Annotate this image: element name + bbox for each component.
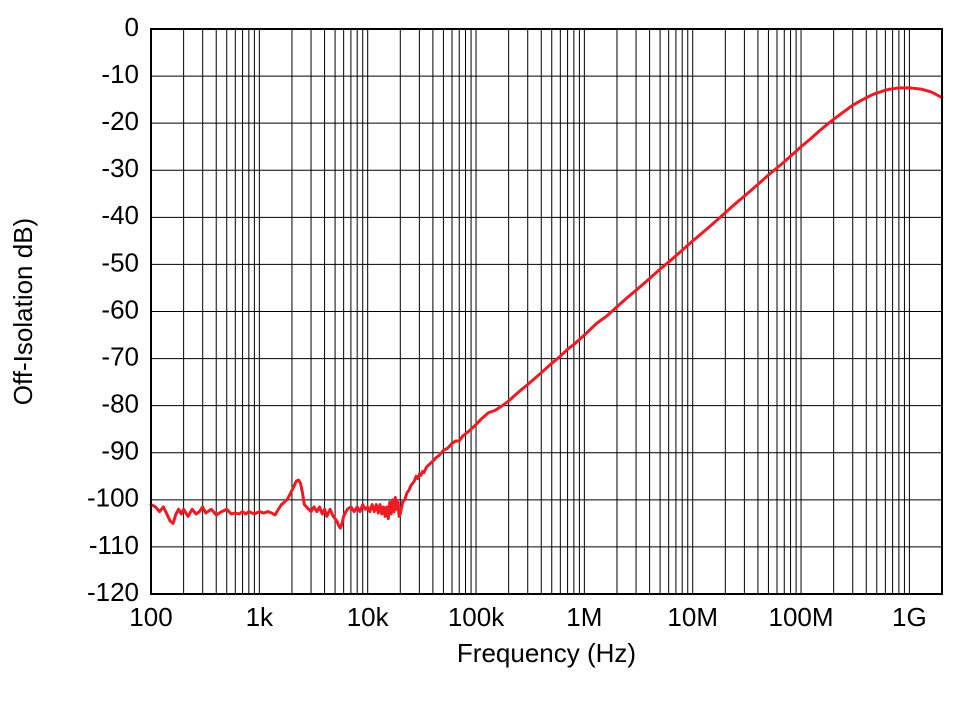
x-tick-label: 1G xyxy=(892,602,927,632)
y-tick-label: -50 xyxy=(101,247,139,277)
x-tick-label: 10k xyxy=(347,602,390,632)
series-layer xyxy=(151,88,942,528)
off-isolation-chart: 0-10-20-30-40-50-60-70-80-90-100-110-120… xyxy=(0,0,954,701)
x-tick-label: 10M xyxy=(667,602,718,632)
y-tick-label: -60 xyxy=(101,294,139,324)
x-tick-label: 100M xyxy=(769,602,834,632)
y-axis-label: Off-Isolation dB) xyxy=(8,218,38,405)
series-off-isolation xyxy=(151,88,942,528)
chart-svg: 0-10-20-30-40-50-60-70-80-90-100-110-120… xyxy=(0,0,954,701)
y-tick-label: -80 xyxy=(101,389,139,419)
y-tick-label: -20 xyxy=(101,106,139,136)
x-axis-label: Frequency (Hz) xyxy=(457,638,636,668)
y-tick-label: -30 xyxy=(101,153,139,183)
grid-layer xyxy=(151,29,942,594)
x-tick-label: 100k xyxy=(448,602,505,632)
y-tick-label: -70 xyxy=(101,341,139,371)
x-tick-label: 1k xyxy=(246,602,274,632)
x-tick-label: 1M xyxy=(566,602,602,632)
y-tick-label: 0 xyxy=(125,12,139,42)
y-tick-label: -110 xyxy=(89,530,139,560)
y-tick-label: -40 xyxy=(101,200,139,230)
y-tick-labels: 0-10-20-30-40-50-60-70-80-90-100-110-120 xyxy=(87,12,139,607)
x-tick-labels: 100 1k 10k 100k 1M 10M 100M 1G xyxy=(129,602,926,632)
y-tick-label: -90 xyxy=(101,436,139,466)
y-tick-label: -100 xyxy=(87,483,139,513)
x-tick-label: 100 xyxy=(129,602,172,632)
y-tick-label: -10 xyxy=(101,59,139,89)
